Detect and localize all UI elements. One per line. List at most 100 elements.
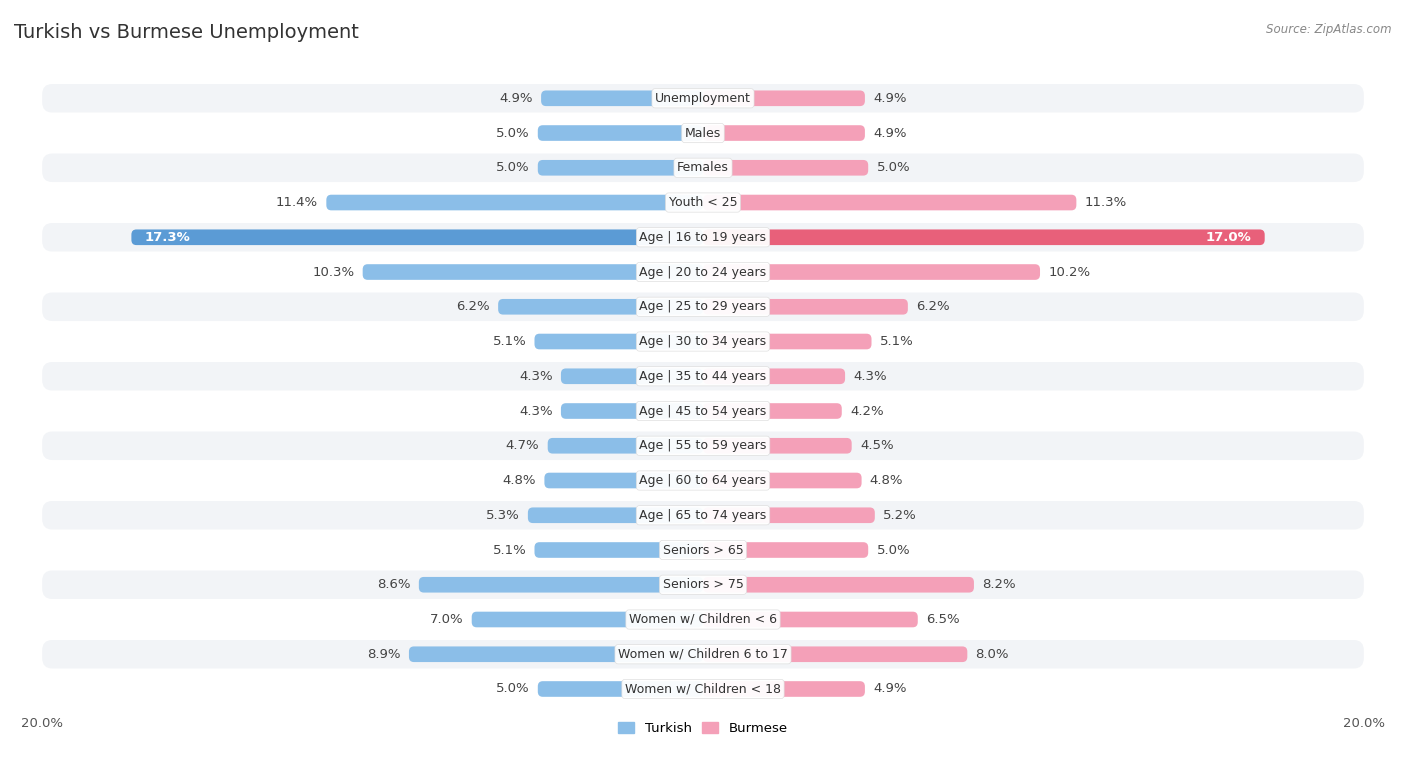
Text: 6.5%: 6.5% [927,613,960,626]
FancyBboxPatch shape [703,334,872,349]
Legend: Turkish, Burmese: Turkish, Burmese [613,716,793,740]
FancyBboxPatch shape [703,612,918,628]
Text: Age | 55 to 59 years: Age | 55 to 59 years [640,439,766,452]
FancyBboxPatch shape [42,466,1364,495]
Text: 5.1%: 5.1% [880,335,914,348]
FancyBboxPatch shape [561,403,703,419]
Text: 6.2%: 6.2% [457,301,489,313]
FancyBboxPatch shape [42,362,1364,391]
FancyBboxPatch shape [42,119,1364,148]
FancyBboxPatch shape [541,91,703,106]
FancyBboxPatch shape [703,681,865,696]
FancyBboxPatch shape [703,403,842,419]
FancyBboxPatch shape [42,536,1364,564]
FancyBboxPatch shape [703,369,845,384]
FancyBboxPatch shape [326,195,703,210]
Text: 4.5%: 4.5% [860,439,894,452]
Text: Seniors > 65: Seniors > 65 [662,544,744,556]
FancyBboxPatch shape [42,431,1364,460]
Text: Unemployment: Unemployment [655,92,751,104]
FancyBboxPatch shape [703,542,868,558]
Text: 17.3%: 17.3% [145,231,190,244]
Text: 10.3%: 10.3% [312,266,354,279]
Text: Youth < 25: Youth < 25 [669,196,737,209]
FancyBboxPatch shape [498,299,703,315]
FancyBboxPatch shape [42,606,1364,634]
Text: 8.6%: 8.6% [377,578,411,591]
Text: Females: Females [678,161,728,174]
FancyBboxPatch shape [703,264,1040,280]
Text: 4.8%: 4.8% [870,474,904,487]
FancyBboxPatch shape [409,646,703,662]
Text: 4.2%: 4.2% [851,404,883,418]
Text: 5.0%: 5.0% [496,126,530,139]
Text: 5.0%: 5.0% [876,544,910,556]
Text: 5.1%: 5.1% [492,335,526,348]
Text: 4.3%: 4.3% [519,404,553,418]
FancyBboxPatch shape [703,299,908,315]
FancyBboxPatch shape [42,571,1364,599]
FancyBboxPatch shape [703,577,974,593]
FancyBboxPatch shape [548,438,703,453]
Text: 4.7%: 4.7% [506,439,540,452]
Text: Source: ZipAtlas.com: Source: ZipAtlas.com [1267,23,1392,36]
Text: 5.0%: 5.0% [496,161,530,174]
FancyBboxPatch shape [42,188,1364,217]
FancyBboxPatch shape [471,612,703,628]
FancyBboxPatch shape [131,229,703,245]
Text: 10.2%: 10.2% [1049,266,1091,279]
FancyBboxPatch shape [42,223,1364,251]
Text: 5.2%: 5.2% [883,509,917,522]
FancyBboxPatch shape [703,160,868,176]
Text: Women w/ Children < 18: Women w/ Children < 18 [626,683,780,696]
Text: 5.0%: 5.0% [876,161,910,174]
FancyBboxPatch shape [419,577,703,593]
Text: 8.2%: 8.2% [983,578,1015,591]
Text: 4.8%: 4.8% [502,474,536,487]
Text: Age | 16 to 19 years: Age | 16 to 19 years [640,231,766,244]
FancyBboxPatch shape [703,646,967,662]
FancyBboxPatch shape [527,507,703,523]
Text: 4.9%: 4.9% [873,126,907,139]
Text: Seniors > 75: Seniors > 75 [662,578,744,591]
Text: Age | 60 to 64 years: Age | 60 to 64 years [640,474,766,487]
FancyBboxPatch shape [703,91,865,106]
FancyBboxPatch shape [703,507,875,523]
Text: 6.2%: 6.2% [917,301,949,313]
Text: 17.0%: 17.0% [1206,231,1251,244]
FancyBboxPatch shape [537,160,703,176]
Text: 4.3%: 4.3% [519,369,553,383]
FancyBboxPatch shape [363,264,703,280]
Text: Age | 30 to 34 years: Age | 30 to 34 years [640,335,766,348]
FancyBboxPatch shape [703,125,865,141]
Text: Males: Males [685,126,721,139]
Text: 11.3%: 11.3% [1084,196,1126,209]
Text: Age | 20 to 24 years: Age | 20 to 24 years [640,266,766,279]
Text: 8.0%: 8.0% [976,648,1010,661]
Text: Turkish vs Burmese Unemployment: Turkish vs Burmese Unemployment [14,23,359,42]
Text: 4.9%: 4.9% [873,92,907,104]
Text: Age | 25 to 29 years: Age | 25 to 29 years [640,301,766,313]
Text: Women w/ Children < 6: Women w/ Children < 6 [628,613,778,626]
Text: Age | 45 to 54 years: Age | 45 to 54 years [640,404,766,418]
FancyBboxPatch shape [537,125,703,141]
Text: Women w/ Children 6 to 17: Women w/ Children 6 to 17 [619,648,787,661]
FancyBboxPatch shape [534,542,703,558]
Text: 11.4%: 11.4% [276,196,318,209]
FancyBboxPatch shape [703,195,1077,210]
FancyBboxPatch shape [703,472,862,488]
Text: 5.3%: 5.3% [486,509,520,522]
FancyBboxPatch shape [544,472,703,488]
FancyBboxPatch shape [42,640,1364,668]
FancyBboxPatch shape [42,397,1364,425]
FancyBboxPatch shape [42,154,1364,182]
FancyBboxPatch shape [42,292,1364,321]
FancyBboxPatch shape [42,84,1364,113]
Text: 8.9%: 8.9% [367,648,401,661]
FancyBboxPatch shape [703,229,1264,245]
FancyBboxPatch shape [537,681,703,696]
Text: 5.1%: 5.1% [492,544,526,556]
Text: Age | 35 to 44 years: Age | 35 to 44 years [640,369,766,383]
Text: 7.0%: 7.0% [430,613,464,626]
Text: 4.9%: 4.9% [499,92,533,104]
